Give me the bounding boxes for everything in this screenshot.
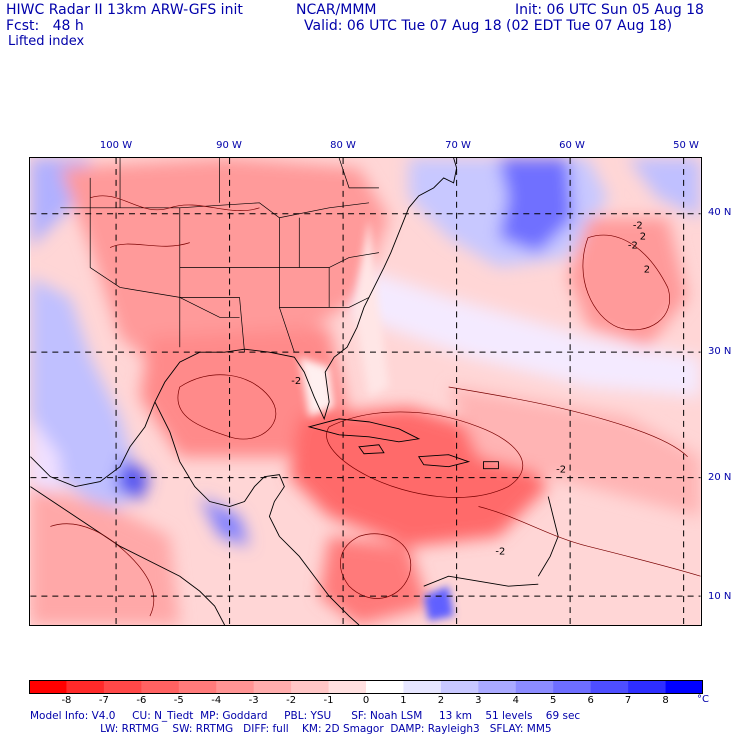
- colorbar-tick-label: 4: [512, 695, 519, 706]
- lifted-index-map: -2 -2 -2 -2 -2 2 2: [29, 157, 702, 626]
- colorbar-tick-label: 2: [437, 695, 445, 706]
- contour-label: -2: [556, 465, 566, 476]
- colorbar-tick-label: 1: [400, 695, 407, 706]
- colorbar-swatch: [253, 680, 292, 694]
- colorbar-tick-label: -3: [248, 695, 259, 706]
- lon-label: 70 W: [445, 140, 471, 151]
- lon-label: 100 W: [99, 140, 133, 151]
- colorbar-swatch: [628, 680, 667, 694]
- colorbar-swatch: [478, 680, 517, 694]
- state-borders: [60, 158, 379, 353]
- colorbar-tick-label: -7: [98, 695, 109, 706]
- org-label: NCAR/MMM: [296, 2, 377, 18]
- lat-label: 30 N: [708, 346, 732, 357]
- lon-label: 60 W: [559, 140, 585, 151]
- colorbar: [29, 680, 703, 694]
- contour-label: 2: [640, 232, 646, 243]
- colorbar-swatch: [403, 680, 442, 694]
- colorbar-swatch: [328, 680, 367, 694]
- colorbar-swatch: [440, 680, 479, 694]
- colorbar-tick-label: -5: [173, 695, 184, 706]
- valid-time: Valid: 06 UTC Tue 07 Aug 18 (02 EDT Tue …: [304, 18, 673, 34]
- colorbar-swatch: [515, 680, 554, 694]
- colorbar-unit: °C: [697, 694, 709, 705]
- colorbar-tick-label: 5: [550, 695, 557, 706]
- init-time: Init: 06 UTC Sun 05 Aug 18: [515, 2, 704, 18]
- lat-label: 20 N: [708, 472, 732, 483]
- colorbar-swatch: [178, 680, 217, 694]
- coastlines: [30, 158, 559, 625]
- colorbar-tick-label: 8: [662, 695, 669, 706]
- colorbar-swatch: [216, 680, 255, 694]
- colorbar-swatch: [141, 680, 180, 694]
- field-name: Lifted index: [8, 34, 85, 49]
- lat-lon-grid: [30, 158, 701, 625]
- model-info-line1: Model Info: V4.0 CU: N_Tiedt MP: Goddard…: [30, 710, 581, 722]
- model-info-line2: LW: RRTMG SW: RRTMG DIFF: full KM: 2D Sm…: [30, 723, 552, 735]
- lat-label: 10 N: [708, 591, 732, 602]
- lon-label: 80 W: [330, 140, 356, 151]
- colorbar-tick-label: 0: [362, 695, 370, 706]
- contour-label: 2: [644, 265, 650, 276]
- colorbar-swatch: [103, 680, 142, 694]
- model-title: HIWC Radar II 13km ARW-GFS init: [6, 2, 243, 18]
- colorbar-tick-label: -8: [61, 695, 72, 706]
- colorbar-swatch: [66, 680, 105, 694]
- contour-label: -2: [291, 376, 301, 387]
- contour-label: -2: [628, 241, 638, 252]
- colorbar-tick-label: 6: [587, 695, 594, 706]
- colorbar-tick-label: -1: [323, 695, 334, 706]
- lat-label: 40 N: [708, 207, 732, 218]
- colorbar-tick-label: 3: [475, 695, 482, 706]
- colorbar-swatch: [366, 680, 404, 694]
- colorbar-swatch: [553, 680, 592, 694]
- colorbar-tick-label: 7: [624, 695, 632, 706]
- shading-field: [30, 158, 701, 625]
- colorbar-swatch: [665, 680, 703, 694]
- colorbar-swatch: [291, 680, 330, 694]
- colorbar-swatch: [29, 680, 67, 694]
- lon-label: 50 W: [673, 140, 699, 151]
- forecast-hour: Fcst: 48 h: [6, 18, 84, 34]
- contour-label: -2: [633, 221, 643, 232]
- contour-label: -2: [495, 546, 505, 557]
- colorbar-tick-label: -6: [136, 695, 147, 706]
- colorbar-swatch: [590, 680, 629, 694]
- contour-lines: [50, 195, 701, 617]
- colorbar-tick-label: -2: [286, 695, 297, 706]
- colorbar-tick-label: -4: [211, 695, 222, 706]
- colorbar-border: [29, 680, 703, 694]
- lon-label: 90 W: [216, 140, 242, 151]
